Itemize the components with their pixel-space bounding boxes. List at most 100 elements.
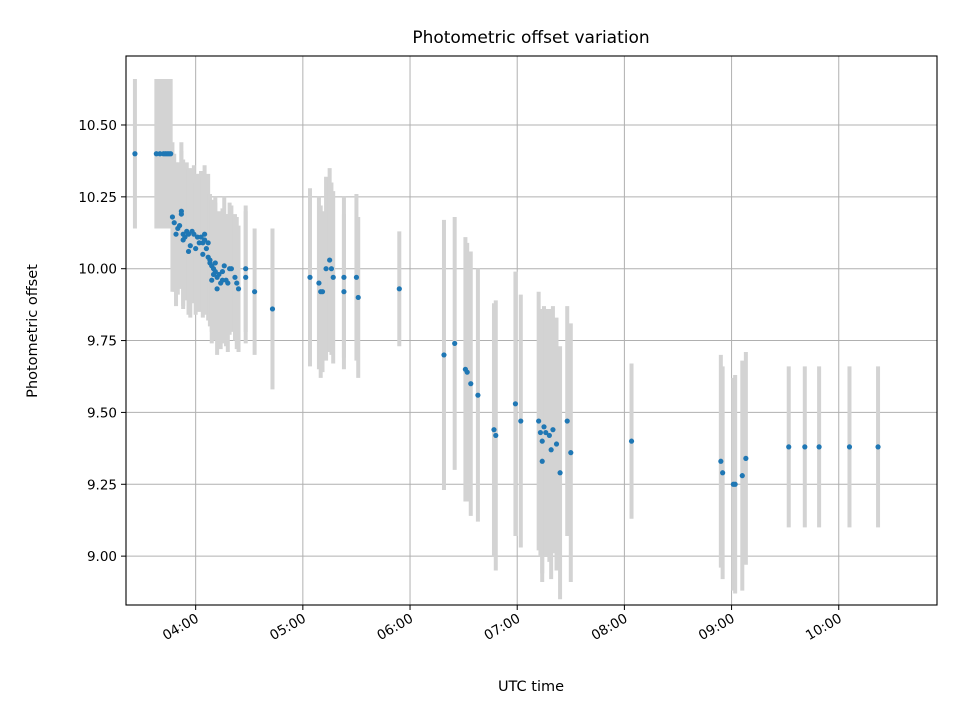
data-point [243,274,249,280]
data-point [341,274,347,280]
data-point [243,266,249,272]
data-point [537,429,544,436]
data-point [330,274,336,280]
data-point [875,444,881,450]
data-point [550,427,556,433]
data-point [323,266,329,272]
y-tick-label: 9.00 [87,549,117,565]
grid [126,56,937,605]
data-point [718,458,724,464]
data-point [548,447,554,453]
data-point [720,470,726,476]
data-point [171,220,177,226]
data-point [187,243,193,249]
y-tick-label: 9.25 [87,477,117,493]
data-point [132,151,138,157]
plot-area-frame [125,55,938,606]
data-point [464,369,470,375]
data-point [802,444,808,450]
data-point [176,222,183,229]
y-tick-label: 10.25 [78,190,117,206]
data-point [341,289,347,295]
data-point [212,260,218,266]
y-axis-ticks: 9.00 9.25 9.50 9.75 10.00 10.25 10.50 [78,118,126,565]
data-point [564,418,570,424]
data-point [353,274,360,280]
y-tick-label: 10.00 [78,262,117,278]
data-point [328,266,335,272]
data-point [319,289,326,295]
data-point [543,429,549,436]
y-axis-label: Photometric offset [25,264,41,398]
data-point [196,240,202,246]
data-point [191,231,197,237]
data-point [475,392,481,398]
data-point [221,263,227,269]
y-tick-label: 9.75 [87,334,117,350]
data-point [307,274,313,280]
y-tick-label: 9.50 [87,405,117,421]
data-point [235,286,242,292]
data-point [355,294,361,301]
data-point [216,271,222,278]
data-point [157,151,163,157]
data-point [546,432,552,439]
data-point [846,444,853,450]
data-point [628,438,635,444]
y-tick-label: 10.50 [78,118,117,134]
chart-title: Photometric offset variation [412,28,649,48]
data-point [553,441,560,447]
data-point [209,277,215,283]
data-point [468,381,474,387]
data-point [225,280,231,286]
data-point [201,237,208,243]
data-point [168,151,174,157]
data-point [182,234,188,240]
data-point [539,438,545,444]
data-point [200,251,206,257]
data-point [185,248,192,255]
data-point [185,231,192,237]
data-point [203,245,209,252]
data-point [396,286,402,292]
data-point [557,470,563,476]
data-point [816,444,822,450]
data-point [169,214,176,220]
data-point [491,427,497,433]
data-point [316,280,322,286]
data-point [568,450,574,456]
data-point [786,444,792,450]
data-point [194,234,201,240]
data-point [541,424,547,430]
data-point [518,418,524,424]
data-point [269,306,276,312]
data-point [234,280,240,286]
data-point [153,151,159,157]
data-point [214,286,220,292]
data-point [327,257,333,263]
data-points [132,151,881,487]
data-point [232,274,238,280]
data-point [173,231,179,237]
data-point [539,458,545,464]
data-point [452,340,458,347]
data-point [201,231,208,237]
data-point [219,268,226,275]
data-point [743,455,749,462]
data-point [512,401,519,407]
data-point [732,481,738,487]
data-point [536,418,542,424]
data-point [441,352,447,358]
data-point [252,289,258,295]
x-axis-label: UTC time [498,679,564,695]
data-point [219,277,226,283]
data-point [205,240,211,246]
data-point [212,268,218,275]
data-point [198,234,204,240]
data-point [193,245,199,252]
data-point [178,211,184,217]
data-point [228,266,234,272]
